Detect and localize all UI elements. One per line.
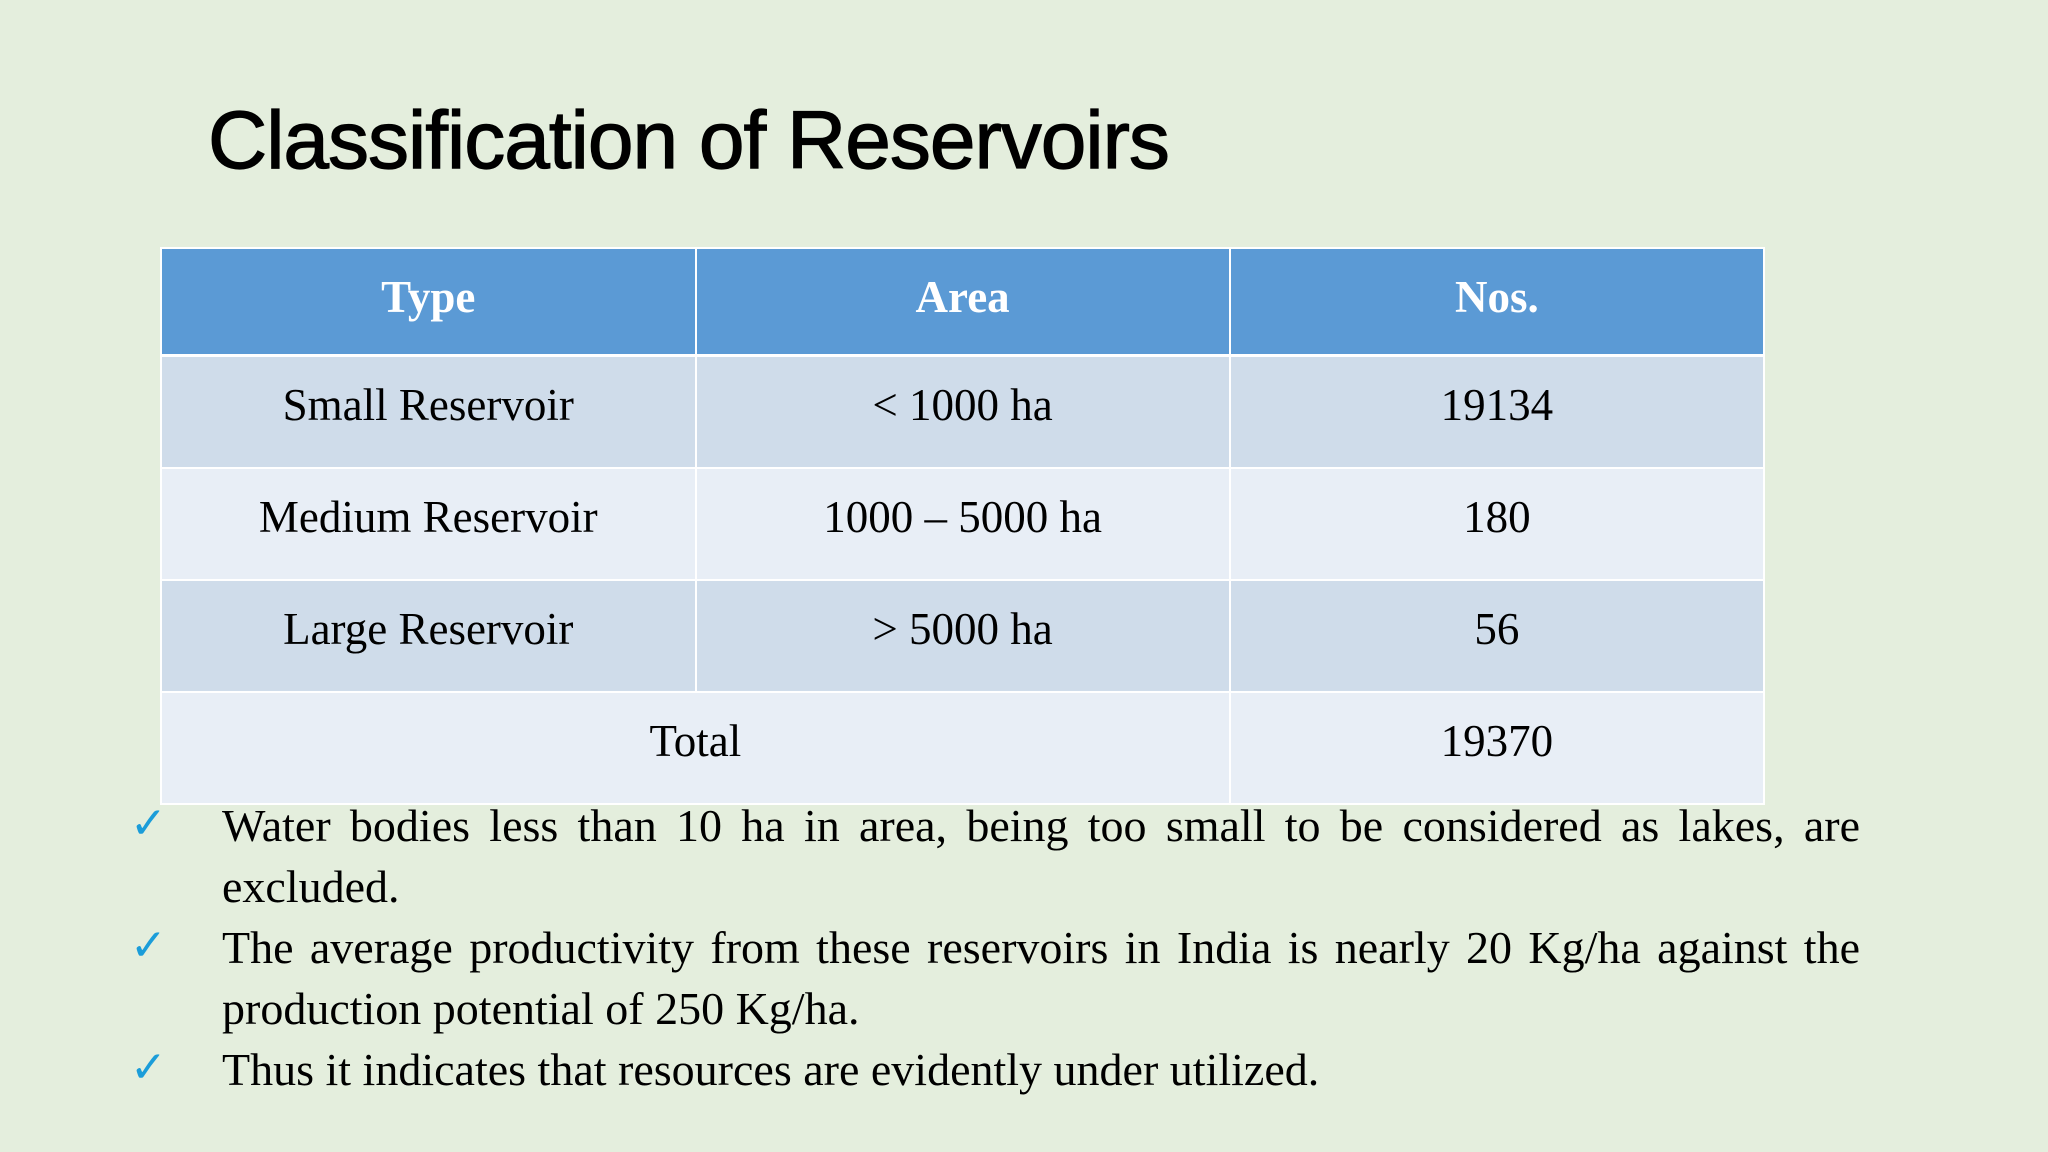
- bullet-item: ✓ Thus it indicates that resources are e…: [130, 1039, 1860, 1100]
- check-icon: ✓: [130, 1042, 167, 1093]
- header-type: Type: [160, 247, 697, 357]
- cell-type: Large Reservoir: [160, 579, 697, 693]
- bullet-list: ✓ Water bodies less than 10 ha in area, …: [130, 795, 1860, 1100]
- cell-type: Small Reservoir: [160, 354, 697, 469]
- cell-nos: 19134: [1228, 354, 1766, 469]
- total-label: Total: [160, 691, 1231, 805]
- cell-area: > 5000 ha: [694, 579, 1231, 693]
- reservoir-classification-table: Type Area Nos. Small Reservoir < 1000 ha…: [160, 247, 1766, 805]
- bullet-item: ✓ Water bodies less than 10 ha in area, …: [130, 795, 1860, 917]
- header-area: Area: [694, 247, 1231, 357]
- table-row: Small Reservoir < 1000 ha 19134: [160, 354, 1766, 469]
- total-value: 19370: [1228, 691, 1766, 805]
- table-row: Medium Reservoir 1000 – 5000 ha 180: [160, 467, 1766, 581]
- cell-nos: 56: [1228, 579, 1766, 693]
- cell-nos: 180: [1228, 467, 1766, 581]
- cell-area: 1000 – 5000 ha: [694, 467, 1231, 581]
- bullet-text: Thus it indicates that resources are evi…: [222, 1044, 1320, 1095]
- slide-title: Classification of Reservoirs: [207, 95, 1170, 186]
- bullet-text: The average productivity from these rese…: [222, 922, 1860, 1034]
- cell-type: Medium Reservoir: [160, 467, 697, 581]
- table-total-row: Total 19370: [160, 691, 1766, 805]
- bullet-text: Water bodies less than 10 ha in area, be…: [222, 800, 1860, 912]
- check-icon: ✓: [130, 798, 167, 849]
- header-nos: Nos.: [1228, 247, 1766, 357]
- check-icon: ✓: [130, 920, 167, 971]
- table-row: Large Reservoir > 5000 ha 56: [160, 579, 1766, 693]
- cell-area: < 1000 ha: [694, 354, 1231, 469]
- bullet-item: ✓ The average productivity from these re…: [130, 917, 1860, 1039]
- table-header-row: Type Area Nos.: [160, 247, 1766, 357]
